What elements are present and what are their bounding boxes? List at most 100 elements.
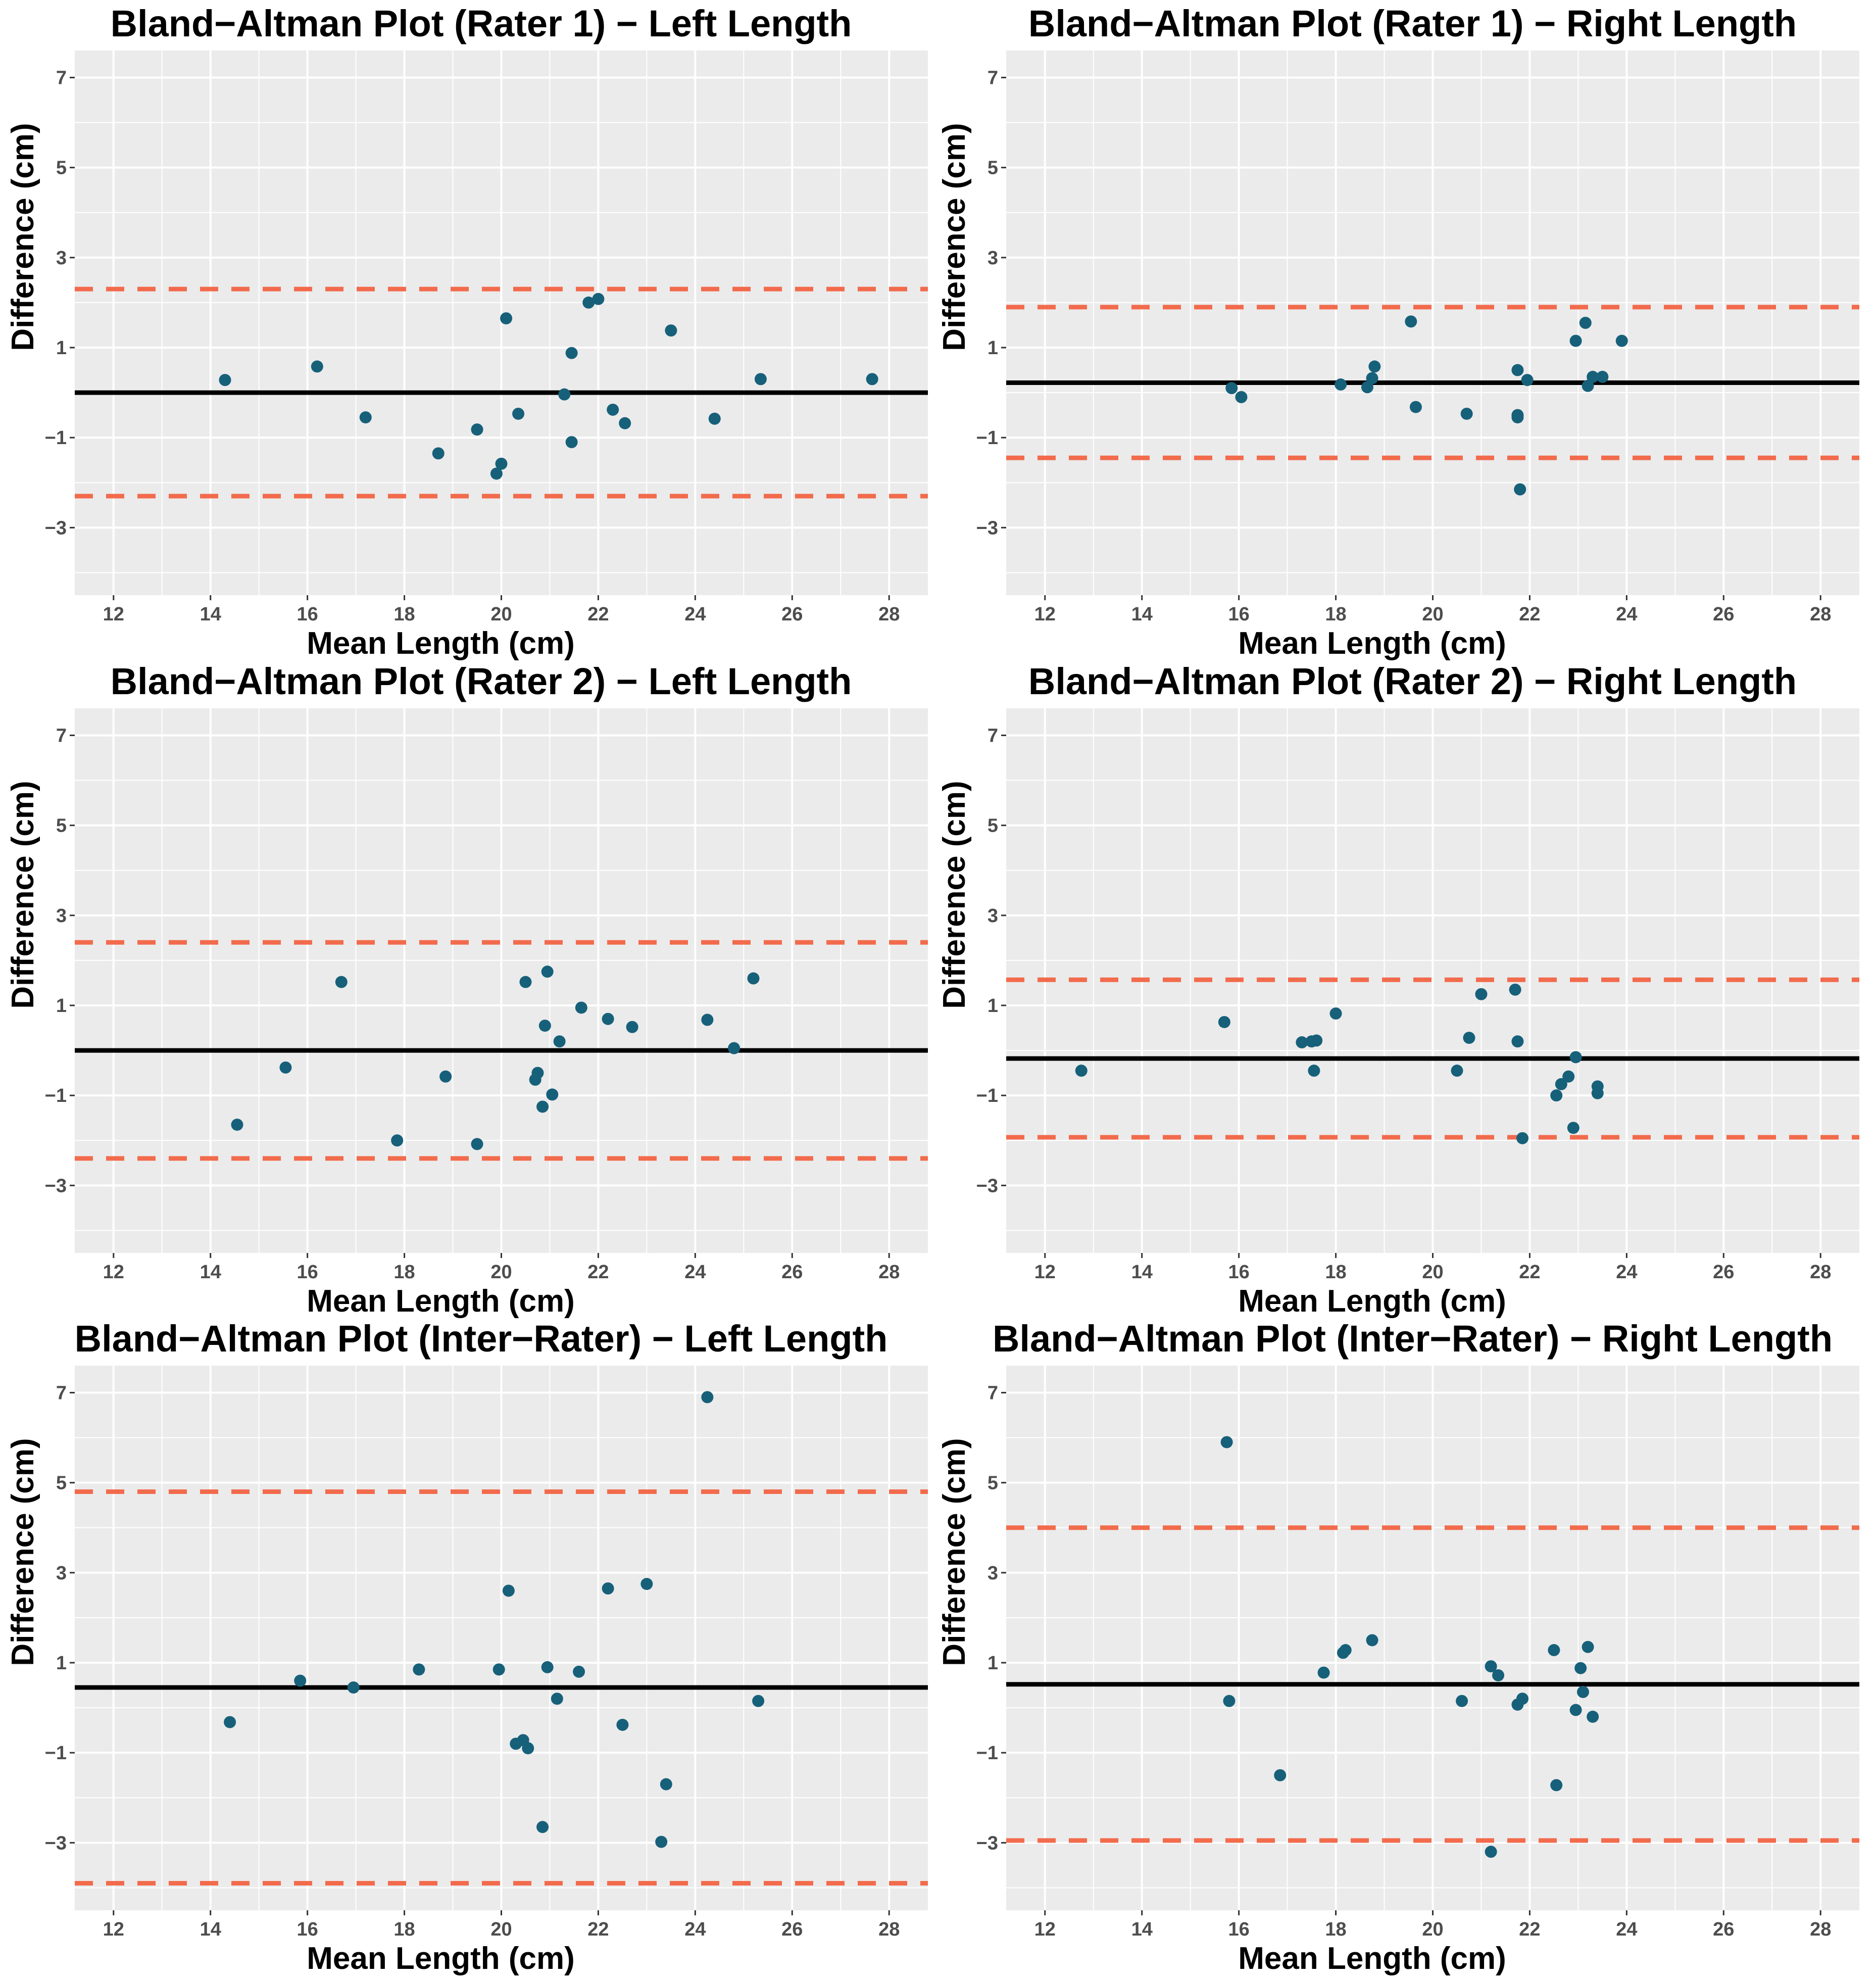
data-point [592, 293, 605, 305]
y-tick-label: −1 [45, 427, 67, 449]
y-tick-label: 5 [56, 158, 67, 179]
x-tick-label: 14 [200, 604, 221, 625]
data-point [1509, 983, 1521, 996]
y-tick-label: −1 [45, 1085, 67, 1106]
data-point [1511, 409, 1524, 421]
data-point [573, 1665, 585, 1678]
x-tick-label: 28 [1810, 1919, 1831, 1940]
data-point [1579, 317, 1592, 329]
x-tick-label: 18 [393, 1919, 415, 1940]
data-point [1225, 382, 1238, 395]
data-point [1317, 1666, 1330, 1679]
data-point [747, 972, 760, 985]
data-point [701, 1013, 714, 1026]
y-tick-label: 1 [988, 995, 998, 1017]
x-tick-label: 16 [1228, 604, 1249, 625]
data-point [231, 1119, 243, 1131]
y-tick-label: 1 [56, 995, 67, 1017]
y-tick-label: 3 [988, 905, 998, 927]
data-point [655, 1836, 668, 1848]
data-point [1521, 374, 1534, 387]
data-point [1562, 1070, 1575, 1083]
chart-title: Bland−Altman Plot (Inter−Rater) − Right … [993, 1318, 1833, 1360]
data-point [660, 1778, 672, 1791]
data-point [413, 1663, 425, 1676]
y-tick-label: 5 [988, 815, 998, 837]
data-point [1596, 370, 1609, 383]
data-point [1308, 1065, 1320, 1077]
x-axis-title: Mean Length (cm) [1238, 626, 1506, 661]
x-tick-label: 20 [490, 1262, 512, 1283]
y-tick-label: 7 [988, 67, 998, 88]
x-tick-label: 24 [1616, 1262, 1637, 1283]
data-point [495, 457, 508, 470]
data-point [1329, 1007, 1342, 1020]
data-point [565, 347, 578, 359]
x-tick-label: 26 [1713, 604, 1734, 625]
data-point [1463, 1032, 1475, 1044]
data-point [1511, 364, 1524, 376]
data-point [1569, 1704, 1582, 1716]
y-tick-label: 7 [56, 1382, 67, 1404]
data-point [602, 1582, 614, 1595]
data-point [1582, 1640, 1594, 1653]
y-tick-label: −1 [45, 1743, 67, 1764]
y-axis-title: Difference (cm) [937, 1438, 972, 1666]
data-point [1075, 1065, 1088, 1077]
y-tick-label: 1 [988, 337, 998, 359]
y-tick-label: 7 [988, 725, 998, 746]
x-tick-label: 14 [200, 1262, 221, 1283]
y-axis-title: Difference (cm) [6, 781, 40, 1008]
x-tick-label: 12 [1034, 604, 1056, 625]
data-point [626, 1021, 638, 1033]
x-tick-label: 26 [1713, 1262, 1734, 1283]
data-point [558, 388, 571, 401]
x-axis-title: Mean Length (cm) [307, 1284, 574, 1319]
data-point [1582, 379, 1594, 392]
x-tick-label: 16 [297, 1919, 318, 1940]
x-tick-label: 24 [684, 1262, 706, 1283]
data-point [1574, 1662, 1587, 1674]
x-tick-label: 22 [1519, 1262, 1540, 1283]
data-point [1368, 360, 1381, 373]
data-point [1460, 407, 1473, 420]
data-point [728, 1042, 740, 1054]
data-point [536, 1821, 549, 1833]
data-point [500, 312, 513, 325]
y-tick-label: −3 [976, 517, 998, 539]
data-point [359, 411, 372, 424]
y-tick-label: −1 [976, 1085, 998, 1106]
y-tick-label: 5 [988, 1473, 998, 1494]
y-axis-title: Difference (cm) [6, 1438, 40, 1666]
data-point [1223, 1695, 1236, 1707]
x-tick-label: 24 [1616, 604, 1637, 625]
data-point [607, 403, 619, 416]
data-point [546, 1088, 559, 1101]
data-point [1451, 1065, 1463, 1077]
data-point [1569, 334, 1582, 347]
data-point [1274, 1769, 1287, 1781]
x-axis-title: Mean Length (cm) [307, 626, 574, 661]
y-tick-label: 7 [56, 67, 67, 88]
x-tick-label: 24 [1616, 1919, 1637, 1940]
chart-title: Bland−Altman Plot (Rater 1) − Left Lengt… [111, 3, 852, 44]
data-point [1485, 1660, 1497, 1673]
x-tick-label: 24 [684, 1919, 706, 1940]
data-point [311, 360, 323, 373]
data-point [582, 296, 595, 309]
x-tick-label: 28 [878, 1262, 900, 1283]
data-point [536, 1100, 549, 1113]
data-point [1591, 1087, 1604, 1099]
y-tick-label: 3 [988, 1563, 998, 1584]
y-tick-label: 5 [988, 158, 998, 179]
y-tick-label: 5 [56, 1473, 67, 1494]
y-tick-label: 1 [56, 1653, 67, 1674]
data-point [1235, 391, 1248, 403]
chart-title: Bland−Altman Plot (Rater 2) − Left Lengt… [111, 660, 852, 702]
chart-panel-3: 12 14 16 18 20 22 24 26 28 −3 −1 1 3 5 7 Bland−Altman P… [6, 660, 928, 1319]
chart-title: Bland−Altman Plot (Inter−Rater) − Left L… [75, 1318, 888, 1360]
data-point [1514, 483, 1526, 496]
x-tick-label: 12 [103, 1262, 124, 1283]
data-point [866, 373, 878, 385]
chart-panel-4: 12 14 16 18 20 22 24 26 28 −3 −1 1 3 5 7 Bland−Altman P… [937, 660, 1859, 1319]
